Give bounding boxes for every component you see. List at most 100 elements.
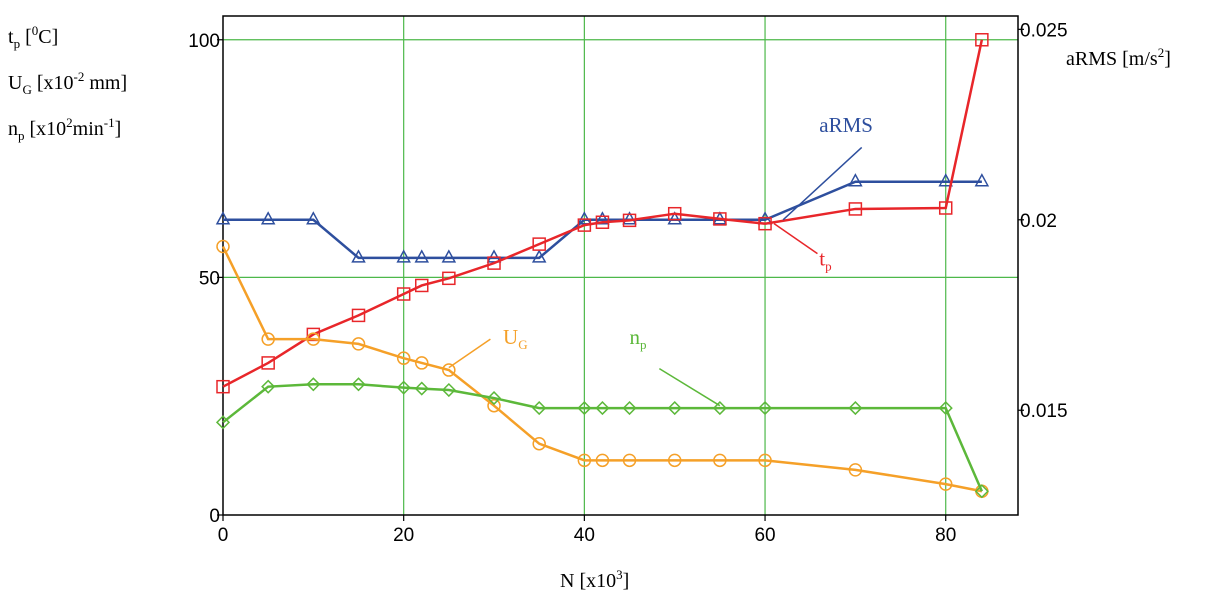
data-point [532,436,546,451]
data-point [577,218,592,232]
plot-frame [222,15,1019,516]
y-right-tick-label: 0.02 [1020,211,1057,232]
y-left-tick-label: 0 [209,506,220,527]
y-right-tick-label: 0.015 [1020,401,1068,422]
y-left-axis-label: tp [0C] [8,23,58,51]
data-point [441,382,456,398]
data-point [415,356,429,370]
data-point [577,401,592,416]
series-line [222,383,984,492]
leader-line [448,338,491,369]
data-point [667,453,682,468]
data-point [396,249,411,263]
x-tick-label: 40 [574,525,595,546]
data-point [713,453,727,468]
data-point [396,351,411,365]
x-axis-label: N [x103] [560,567,629,592]
data-point [261,332,275,346]
data-point [713,212,727,226]
leader-line [773,223,818,255]
series-line [221,245,983,493]
data-point [758,453,772,468]
series-label-u: UG [503,325,528,352]
data-point [215,415,231,430]
data-point [667,401,682,416]
annotation-layer: aRMS tp UG np [448,113,873,407]
data-point [532,237,546,251]
series-u [216,239,989,498]
data-point [306,332,321,346]
series-label-n: np [630,325,647,352]
x-tick-label: 0 [218,525,229,546]
data-point [396,380,411,395]
data-point [667,206,682,221]
axis-labels: tp [0C] UG [x10-2 mm] np [x102min-1] aRMS [… [8,23,1171,592]
data-point [712,401,727,416]
x-tick-label: 80 [935,525,956,546]
data-point [351,337,366,351]
data-point [938,401,953,416]
series-line [223,180,982,260]
data-point [216,239,230,254]
data-point [758,216,772,231]
data-point [415,278,429,293]
x-tick-label: 60 [754,525,775,546]
data-point [848,463,863,477]
data-point [622,213,637,228]
data-point [974,173,990,187]
data-point [577,453,592,468]
series-n [215,377,989,499]
data-point [975,33,989,47]
tick-layer: 0 20 40 60 80 0 50 100 0.015 0.02 0.025 [188,20,1067,546]
y-right-tick-label: 0.025 [1020,20,1068,41]
data-point [848,202,863,216]
data-point [667,211,682,225]
series-arms [215,173,990,263]
data-point [351,249,366,263]
data-point [486,391,502,406]
grid [223,16,1018,515]
data-point [306,377,321,392]
data-point [442,363,456,377]
data-point [215,211,231,225]
leader-line [782,146,863,221]
data-point [216,379,230,394]
series-layer [215,33,990,499]
data-point [938,477,953,491]
y-left-axis-label: UG [x10-2 mm] [8,69,127,97]
data-point [595,215,610,230]
data-point [532,401,547,416]
series-label-arms: aRMS [819,113,873,137]
data-point [595,453,610,468]
data-point [577,211,592,225]
series-label-t: tp [819,247,831,274]
data-point [531,249,547,263]
data-point [622,401,637,416]
data-point [260,211,276,225]
data-point [622,453,637,468]
data-point [938,201,953,215]
data-point [757,401,773,416]
y-left-axis-label: np [x102min-1] [8,115,121,143]
data-point [622,211,637,225]
data-point [261,379,276,394]
series-line [222,39,984,388]
data-point [261,356,275,370]
data-point [414,381,429,396]
data-point [974,484,989,499]
data-point [848,401,863,416]
x-tick-label: 20 [393,525,414,546]
data-point [487,398,501,413]
data-point [442,271,456,286]
data-point [595,211,610,225]
data-point [396,287,411,301]
data-point [306,211,321,225]
data-point [441,249,457,263]
data-point [351,308,366,323]
data-point [938,173,953,187]
series-t [216,33,989,394]
y-right-axis-label: aRMS [m/s2] [1066,45,1171,70]
data-point [351,377,366,392]
leader-line [658,367,721,407]
